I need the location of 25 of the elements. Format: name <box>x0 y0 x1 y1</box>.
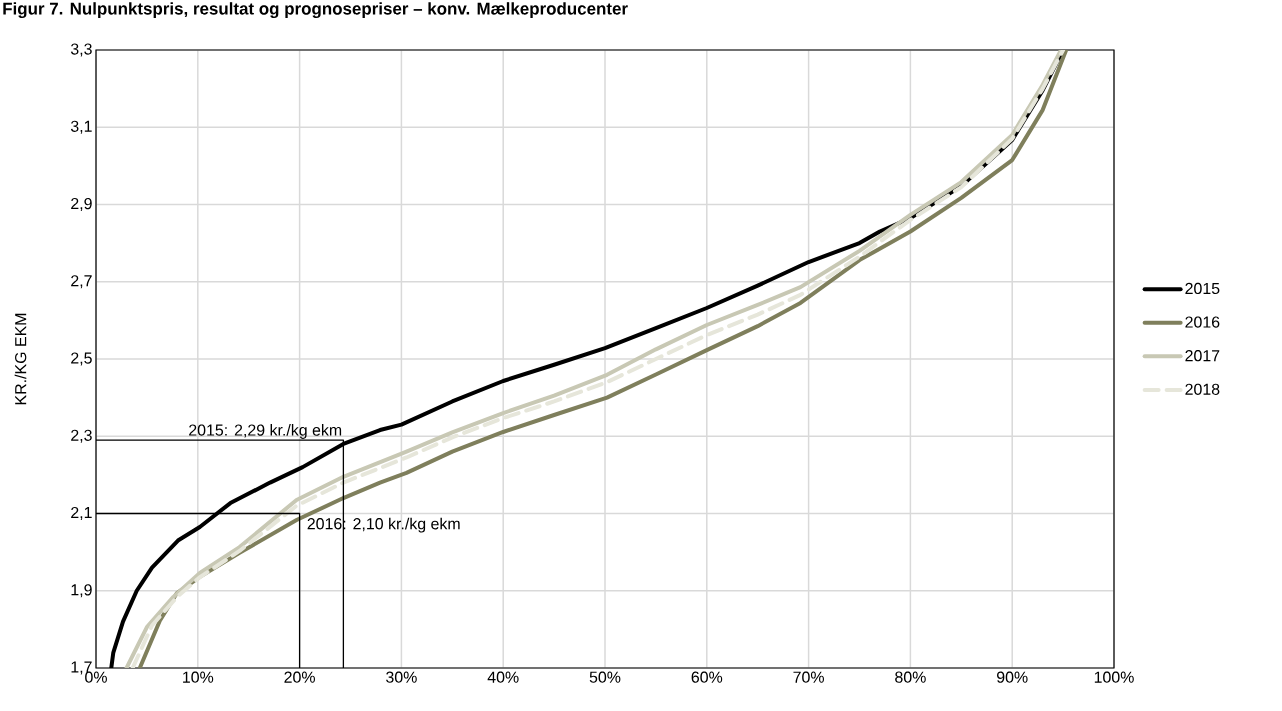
y-tick-label: 2,9 <box>71 197 92 212</box>
x-tick-label: 10% <box>183 671 214 683</box>
legend-label: 2016 <box>1185 316 1220 328</box>
legend-label: 2018 <box>1185 383 1220 395</box>
y-axis-title: KR./KG EKM <box>14 313 27 405</box>
legend-label: 2015 <box>1185 282 1220 295</box>
y-tick-label: 2,1 <box>71 506 92 521</box>
x-tick-label: 100% <box>1094 671 1134 683</box>
chart-title: Figur 7. Nulpunktspris, resultat og prognosepriser – konv. Mælkeproducenter <box>3 2 628 19</box>
x-tick-label: 60% <box>691 671 723 683</box>
y-tick-label: 2,3 <box>71 429 92 443</box>
x-tick-label: 70% <box>793 671 824 683</box>
x-tick-label: 20% <box>284 671 315 683</box>
x-tick-label: 80% <box>895 671 926 683</box>
x-tick-label: 30% <box>386 671 417 683</box>
y-tick-label: 2,7 <box>71 275 92 289</box>
y-tick-label: 2,5 <box>71 352 92 366</box>
y-tick-label: 3,1 <box>70 120 92 134</box>
y-tick-label: 3,3 <box>70 43 92 57</box>
x-tick-label: 40% <box>487 671 519 683</box>
x-tick-label: 50% <box>589 671 621 683</box>
annotation: 2015: 2,29 kr./kg ekm <box>189 424 342 439</box>
y-tick-label: 1,9 <box>71 584 92 598</box>
x-tick-label: 90% <box>997 671 1028 683</box>
legend-label: 2017 <box>1185 350 1220 362</box>
